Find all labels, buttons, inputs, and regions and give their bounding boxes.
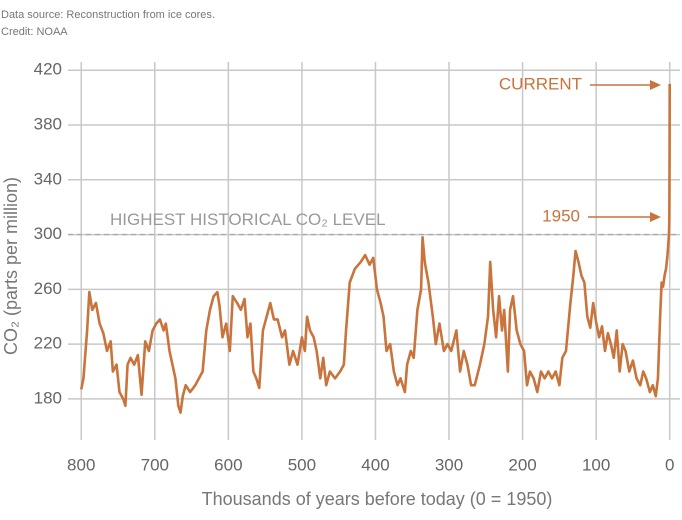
reference-label: HIGHEST HISTORICAL CO₂ LEVEL [110,210,386,229]
x-axis-title: Thousands of years before today (0 = 195… [202,489,553,509]
x-tick-label: 400 [361,455,389,474]
grid [68,62,680,440]
credit-note: Credit: NOAA [1,26,68,38]
x-tick-label: 500 [288,455,316,474]
arrow-head [650,212,661,222]
y-tick-label: 220 [34,334,62,353]
source-note: Data source: Reconstruction from ice cor… [1,9,215,21]
y-tick-label: 380 [34,114,62,133]
plot [68,83,680,414]
x-tick-label: 800 [67,455,95,474]
y-tick-label: 180 [34,388,62,407]
x-tick-label: 300 [435,455,463,474]
co2-line [79,83,671,414]
annotation: CURRENT [499,74,582,93]
annotation: 1950 [542,206,580,225]
y-tick-label: 420 [34,60,62,79]
x-tick-label: 100 [582,455,610,474]
x-tick-label: 600 [214,455,242,474]
y-tick-label: 340 [34,169,62,188]
x-tick-label: 0 [665,455,674,474]
y-tick-label: 260 [34,279,62,298]
x-tick-label: 700 [141,455,169,474]
y-tick-label: 300 [34,224,62,243]
y-axis-title: CO₂ (parts per million) [1,177,21,355]
arrow-head [650,80,661,90]
x-tick-label: 200 [508,455,536,474]
